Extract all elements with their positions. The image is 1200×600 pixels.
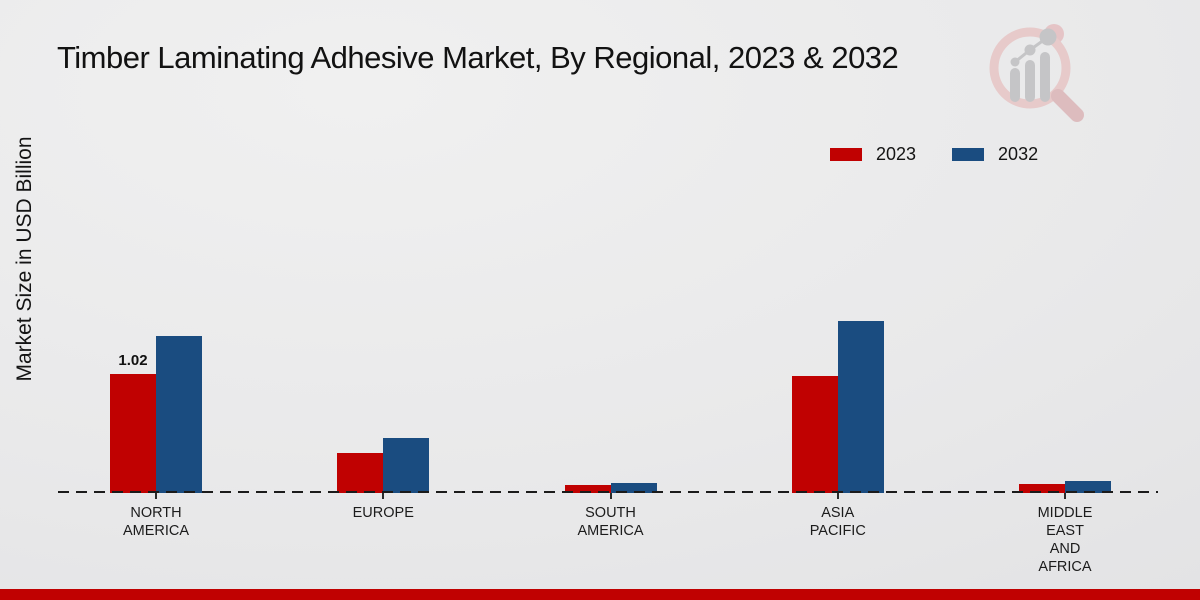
category-label-4: ASIA PACIFIC bbox=[809, 505, 866, 539]
category-label-5: MIDDLE EAST AND AFRICA bbox=[1037, 505, 1093, 575]
x-axis-tick-5 bbox=[1064, 493, 1066, 499]
category-label-2: EUROPE bbox=[352, 505, 414, 521]
bar-2032-category-2 bbox=[383, 438, 430, 493]
bar-2023-category-5 bbox=[1019, 483, 1065, 493]
bar-2023-category-3 bbox=[564, 484, 611, 493]
bar-2023-category-4 bbox=[791, 375, 838, 493]
logo-bar-3 bbox=[1040, 52, 1050, 102]
magnifier-handle-icon bbox=[1051, 89, 1084, 122]
footer-accent-bar bbox=[0, 589, 1200, 600]
bar-2032-category-1 bbox=[156, 336, 202, 493]
bar-2023-category-1 bbox=[110, 374, 156, 493]
x-axis-baseline bbox=[58, 491, 1158, 493]
x-axis-tick-4 bbox=[836, 493, 839, 499]
bar-2032-category-3 bbox=[610, 482, 657, 493]
logo-trend-dot-3 bbox=[1039, 28, 1057, 46]
bar-2032-category-5 bbox=[1065, 481, 1111, 493]
legend-item-2023: 2023 bbox=[830, 144, 916, 165]
chart-legend: 2023 2032 bbox=[830, 144, 1038, 165]
legend-label-2032: 2032 bbox=[998, 144, 1039, 164]
x-axis-tick-1 bbox=[155, 493, 157, 499]
logo-bar-1 bbox=[1010, 68, 1020, 102]
category-label-3: SOUTH AMERICA bbox=[577, 505, 644, 539]
bar-2023-category-2 bbox=[337, 453, 384, 493]
bar-value-label: 1.02 bbox=[118, 352, 148, 370]
legend-label-2023: 2023 bbox=[876, 144, 917, 164]
magnifier-ring-icon bbox=[989, 27, 1071, 109]
logo-trend-dot-1 bbox=[1010, 57, 1020, 67]
x-axis-tick-2 bbox=[382, 493, 385, 499]
logo-bar-2 bbox=[1025, 60, 1035, 102]
x-axis-tick-3 bbox=[609, 493, 612, 499]
category-label-1: NORTH AMERICA bbox=[122, 505, 190, 539]
magnifier-chart-logo bbox=[989, 24, 1084, 122]
legend-swatch-2032 bbox=[952, 148, 985, 161]
legend-swatch-2023 bbox=[830, 148, 862, 161]
logo-trend-dot-2 bbox=[1024, 44, 1036, 56]
bar-2032-category-4 bbox=[837, 321, 884, 493]
chart-title: Timber Laminating Adhesive Market, By Re… bbox=[57, 40, 899, 75]
legend-item-2032: 2032 bbox=[952, 144, 1038, 165]
